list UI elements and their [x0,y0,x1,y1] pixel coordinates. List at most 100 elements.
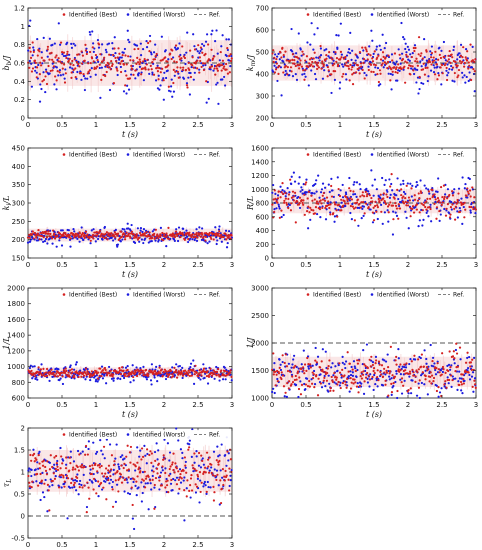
best-point [169,370,172,373]
worst-point [76,473,79,476]
worst-point [174,479,177,482]
best-point [97,231,100,235]
worst-point [456,210,459,213]
best-point [166,373,169,376]
best-point [363,212,366,215]
best-point [31,480,34,483]
worst-point [191,238,194,241]
worst-point [201,227,204,230]
worst-point [120,56,123,59]
best-point [374,204,377,208]
worst-point [434,200,437,204]
worst-point [449,368,452,371]
best-point [145,63,148,66]
worst-point [55,88,58,91]
worst-point [101,453,104,456]
worst-point [53,463,56,466]
best-point [54,75,57,78]
best-point [200,65,203,69]
best-point [139,368,142,372]
best-point [417,358,420,361]
best-point [114,236,117,239]
best-point [229,59,233,63]
best-point [151,478,154,481]
best-point [301,201,304,205]
best-point [51,69,54,72]
worst-point [425,63,428,66]
best-point [395,363,398,366]
best-point [78,232,81,235]
best-point [289,178,292,181]
best-point [398,207,402,210]
best-point [193,452,196,455]
worst-point [459,43,463,46]
worst-point [294,73,297,76]
worst-point [471,371,475,374]
worst-point [68,486,72,489]
worst-point [126,481,129,484]
best-point [329,387,332,390]
best-point [325,57,328,60]
best-point [341,368,344,371]
best-point [32,237,35,240]
worst-point [419,179,422,182]
best-point [398,53,401,56]
worst-point [122,51,125,54]
best-point [156,69,160,73]
worst-point [70,376,73,380]
best-point [199,59,202,63]
best-point [446,203,449,206]
best-point [329,56,333,59]
worst-point [430,53,433,56]
best-point [48,58,51,61]
best-point [302,53,305,56]
best-point [328,50,331,54]
worst-point [431,356,435,359]
best-point [41,464,45,467]
best-point [331,64,335,67]
worst-point [206,242,209,245]
best-point [283,361,286,365]
worst-point [166,442,170,445]
best-point [46,483,50,486]
worst-point [137,72,140,75]
worst-point [89,468,92,471]
worst-point [313,72,317,76]
best-point [317,61,320,64]
best-point [278,216,281,219]
best-point [111,505,115,508]
worst-point [33,365,36,368]
worst-point [462,205,465,209]
worst-point [131,517,134,520]
best-point [179,66,182,69]
best-point [155,52,158,56]
worst-point [338,384,341,387]
best-point [322,63,325,66]
best-point [176,66,179,69]
worst-point [94,240,97,243]
best-point [339,57,342,61]
best-point [151,61,154,64]
worst-point [224,378,227,381]
best-point [123,462,126,465]
worst-point [218,225,221,228]
x-axis-label: t (s) [122,410,138,419]
worst-point [94,479,97,483]
worst-point [63,77,66,80]
best-point [159,475,162,478]
worst-point [314,182,317,186]
worst-point [161,469,164,472]
best-point [291,53,294,56]
best-point [286,382,289,385]
best-point [380,364,384,367]
best-point [105,231,108,234]
worst-point [425,362,428,365]
best-point [424,66,427,70]
best-point [438,53,441,56]
worst-point [46,55,49,58]
best-point [360,371,363,374]
best-point [455,342,458,345]
worst-point [193,461,196,464]
best-point [349,377,352,380]
best-point [48,373,51,376]
